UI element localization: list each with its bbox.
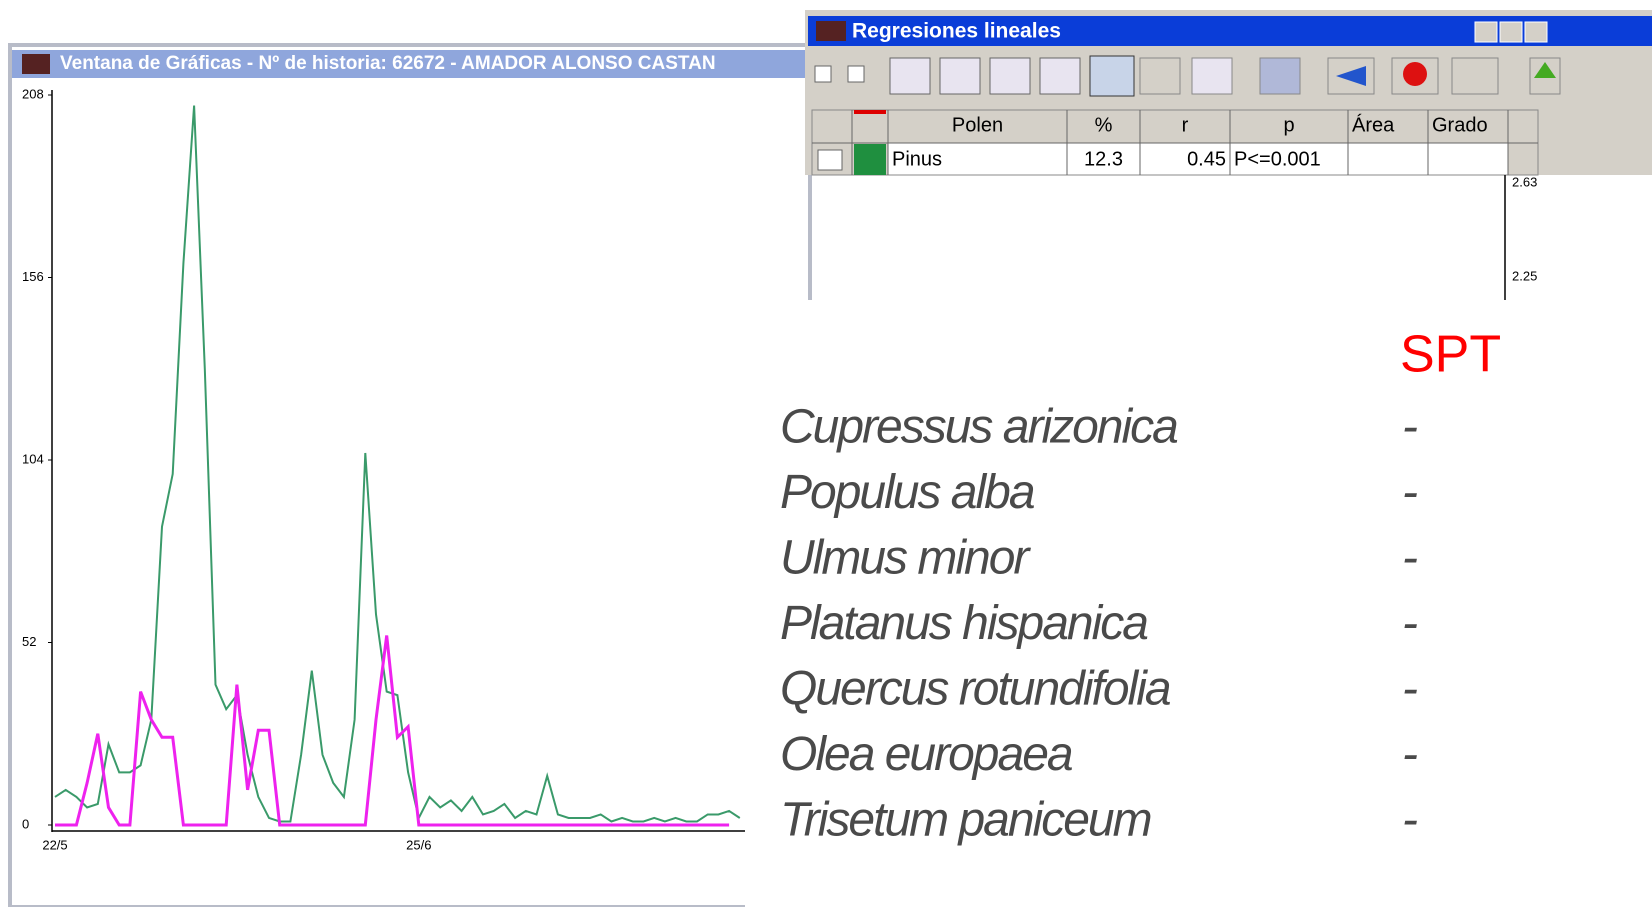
back-icon <box>1336 66 1366 86</box>
x-tick-label: 22/5 <box>42 837 67 852</box>
graph-window-title: Ventana de Gráficas - Nº de historia: 62… <box>60 53 716 74</box>
tool-button[interactable] <box>989 57 1031 95</box>
species-name: Populus alba <box>780 466 1035 519</box>
tool-button[interactable] <box>1039 57 1081 95</box>
column-header: % <box>1095 114 1113 136</box>
up-icon <box>1534 62 1556 78</box>
row-color <box>854 144 886 175</box>
column-header: Área <box>1352 113 1395 136</box>
species-name: Ulmus minor <box>780 532 1031 585</box>
checkbox[interactable] <box>814 65 832 83</box>
toolbar <box>814 55 1561 97</box>
table-cell: Pinus <box>892 148 942 170</box>
row-checkbox[interactable] <box>817 149 843 171</box>
exit-button[interactable] <box>1451 57 1499 95</box>
spt-header: SPT <box>1400 326 1501 384</box>
spt-value: - <box>1402 466 1417 519</box>
checkbox[interactable] <box>847 65 865 83</box>
maximize-button[interactable] <box>1499 21 1523 43</box>
table-cell: 0.45 <box>1187 148 1226 170</box>
data-line <box>54 105 741 823</box>
spt-value: - <box>1402 663 1417 716</box>
y-tick-label: 208 <box>22 86 44 101</box>
spt-value: - <box>1402 597 1417 650</box>
y-tick-label: 0 <box>22 816 29 831</box>
tool-button[interactable] <box>939 57 981 95</box>
spt-value: - <box>1402 728 1417 781</box>
tool-button[interactable] <box>1191 57 1233 95</box>
species-name: Olea europaea <box>780 728 1073 781</box>
overlay-panel <box>745 300 1652 907</box>
data-line <box>55 635 730 827</box>
app-icon <box>816 21 846 41</box>
spt-value: - <box>1402 532 1417 585</box>
species-name: Trisetum paniceum <box>780 794 1151 847</box>
column-header: Polen <box>952 114 1003 136</box>
spt-value: - <box>1402 401 1417 454</box>
regression-window-title: Regresiones lineales <box>852 20 1061 43</box>
scale-tick-label: 2.25 <box>1512 268 1537 283</box>
table-cell: P<=0.001 <box>1234 148 1321 170</box>
y-tick-label: 52 <box>22 634 36 649</box>
graph-window <box>8 43 812 909</box>
row-color-strip <box>854 110 886 114</box>
minimize-button[interactable] <box>1474 21 1498 43</box>
species-name: Cupressus arizonica <box>780 401 1178 454</box>
close-button[interactable] <box>1524 21 1548 43</box>
grid-button[interactable] <box>1259 57 1301 95</box>
sum-button[interactable] <box>1089 55 1135 97</box>
help-icon <box>1403 62 1427 86</box>
column-header: Grado <box>1432 114 1488 136</box>
sum-n-button[interactable] <box>1139 57 1181 95</box>
species-name: Quercus rotundifolia <box>780 663 1171 716</box>
column-header: r <box>1182 114 1189 136</box>
y-tick-label: 104 <box>22 451 44 466</box>
app-icon <box>22 54 50 74</box>
species-name: Platanus hispanica <box>780 597 1148 650</box>
x-tick-label: 25/6 <box>406 837 431 852</box>
tool-button[interactable] <box>889 57 931 95</box>
y-tick-label: 156 <box>22 269 44 284</box>
column-header: p <box>1283 114 1294 136</box>
graph-title-bar <box>12 50 808 78</box>
scale-tick-label: 2.63 <box>1512 174 1537 189</box>
table-cell: 12.3 <box>1084 148 1123 170</box>
spt-value: - <box>1402 794 1417 847</box>
